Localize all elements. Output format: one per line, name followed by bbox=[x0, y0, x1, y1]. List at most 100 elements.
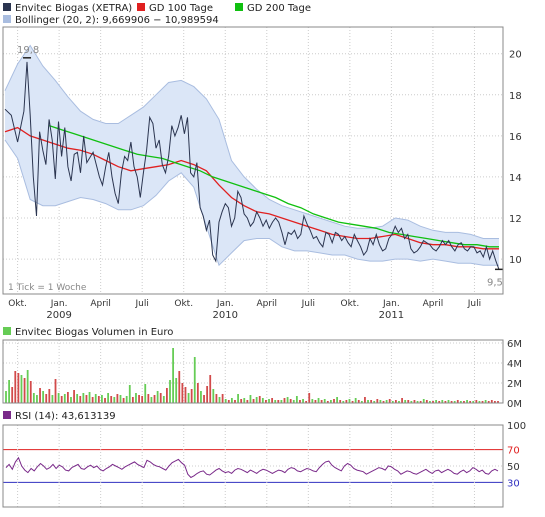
volume-bar bbox=[373, 401, 376, 403]
volume-bar bbox=[432, 401, 434, 403]
volume-bar bbox=[438, 401, 441, 403]
volume-bar bbox=[125, 396, 128, 403]
volume-bar bbox=[135, 393, 137, 403]
volume-bar bbox=[419, 401, 422, 403]
price-x-tick-label: Juli bbox=[135, 299, 149, 309]
volume-bar bbox=[141, 396, 144, 403]
volume-bar bbox=[5, 391, 7, 403]
gd100-line bbox=[4, 126, 499, 250]
volume-bar bbox=[60, 396, 63, 403]
volume-bar bbox=[162, 396, 165, 403]
volume-bar bbox=[240, 399, 243, 403]
volume-bar bbox=[459, 401, 462, 403]
volume-bar bbox=[66, 392, 69, 403]
volume-bar bbox=[289, 399, 292, 403]
volume-bar bbox=[54, 379, 57, 403]
volume-bar bbox=[330, 400, 332, 403]
price-x-year-label: 2010 bbox=[213, 310, 238, 321]
volume-bar bbox=[11, 387, 14, 403]
volume-bar bbox=[166, 388, 168, 403]
volume-bar bbox=[354, 398, 357, 403]
volume-bar bbox=[119, 395, 122, 403]
rsi-line bbox=[5, 456, 499, 479]
price-y-tick-label: 14 bbox=[509, 173, 522, 184]
volume-bar bbox=[29, 381, 32, 403]
volume-bar bbox=[203, 395, 205, 403]
volume-y-tick-label: 0M bbox=[507, 399, 522, 410]
volume-bar bbox=[494, 401, 496, 403]
price-x-tick-label: Juli bbox=[301, 299, 315, 309]
volume-bar bbox=[110, 396, 113, 403]
volume-bar bbox=[116, 394, 119, 403]
volume-bar bbox=[360, 401, 363, 403]
price-legend: Envitec Biogas (XETRA) GD 100 Tage GD 20… bbox=[3, 3, 311, 26]
volume-bar bbox=[230, 398, 233, 403]
rsi-y-tick-label: 30 bbox=[507, 478, 520, 489]
volume-bar bbox=[82, 393, 85, 403]
volume-bar bbox=[456, 400, 459, 403]
volume-bar bbox=[323, 399, 326, 403]
volume-bar bbox=[70, 397, 72, 403]
volume-bar bbox=[475, 400, 478, 403]
volume-bar bbox=[345, 400, 348, 403]
volume-bar bbox=[314, 400, 317, 403]
volume-bar bbox=[299, 400, 301, 403]
volume-bar bbox=[286, 397, 289, 403]
volume-bar bbox=[131, 397, 134, 403]
volume-bar bbox=[481, 401, 484, 403]
volume-bar bbox=[169, 380, 171, 403]
volume-bar bbox=[32, 393, 35, 403]
volume-bar bbox=[156, 391, 159, 403]
volume-bar bbox=[150, 397, 153, 403]
volume-bar bbox=[190, 389, 193, 403]
price-y-tick-label: 18 bbox=[509, 91, 522, 102]
legend-swatch-bollinger bbox=[3, 15, 11, 23]
legend-swatch-price bbox=[3, 3, 11, 11]
volume-bar bbox=[196, 383, 199, 403]
volume-bar bbox=[497, 401, 499, 403]
volume-bar bbox=[212, 389, 215, 403]
volume-bar bbox=[466, 400, 468, 403]
tick-note: 1 Tick = 1 Woche bbox=[8, 283, 87, 293]
volume-bar bbox=[107, 393, 110, 403]
volume-bar bbox=[370, 400, 373, 403]
volume-bar bbox=[429, 401, 431, 403]
price-x-tick-label: April bbox=[90, 299, 111, 309]
volume-bar bbox=[342, 401, 345, 403]
volume-bar bbox=[178, 371, 181, 403]
volume-bar bbox=[91, 397, 94, 403]
legend-label-gd200: GD 200 Tage bbox=[247, 3, 311, 14]
volume-y-tick-label: 2M bbox=[507, 379, 522, 390]
volume-bar bbox=[206, 386, 209, 403]
volume-bar bbox=[394, 400, 397, 403]
volume-bar bbox=[193, 357, 196, 403]
volume-bar bbox=[20, 375, 23, 403]
volume-bar bbox=[484, 400, 487, 403]
volume-bar bbox=[444, 401, 447, 403]
volume-bar bbox=[348, 399, 351, 403]
volume-bar bbox=[326, 401, 329, 403]
volume-bar bbox=[76, 394, 79, 403]
volume-bar bbox=[385, 400, 388, 403]
price-x-tick-label: April bbox=[423, 299, 444, 309]
volume-bar bbox=[26, 370, 29, 403]
legend-swatch-rsi bbox=[3, 411, 11, 419]
rsi-y-tick-label: 70 bbox=[507, 446, 520, 457]
price-x-tick-label: Jan. bbox=[216, 299, 234, 309]
volume-bar bbox=[283, 398, 286, 403]
legend-swatch-volume bbox=[3, 327, 11, 335]
volume-panel-frame bbox=[2, 339, 504, 404]
price-x-year-label: 2011 bbox=[379, 310, 404, 321]
price-y-tick-label: 12 bbox=[509, 214, 522, 225]
volume-bar bbox=[246, 400, 249, 403]
volume-bar bbox=[200, 391, 202, 403]
volume-bar bbox=[422, 399, 425, 403]
volume-bar bbox=[227, 400, 230, 403]
volume-bar bbox=[391, 401, 394, 403]
volume-bar bbox=[364, 397, 366, 403]
volume-bar bbox=[252, 399, 255, 403]
volume-bar bbox=[271, 398, 274, 403]
volume-bar bbox=[14, 371, 17, 403]
legend-label-volume: Envitec Biogas Volumen in Euro bbox=[15, 327, 173, 338]
